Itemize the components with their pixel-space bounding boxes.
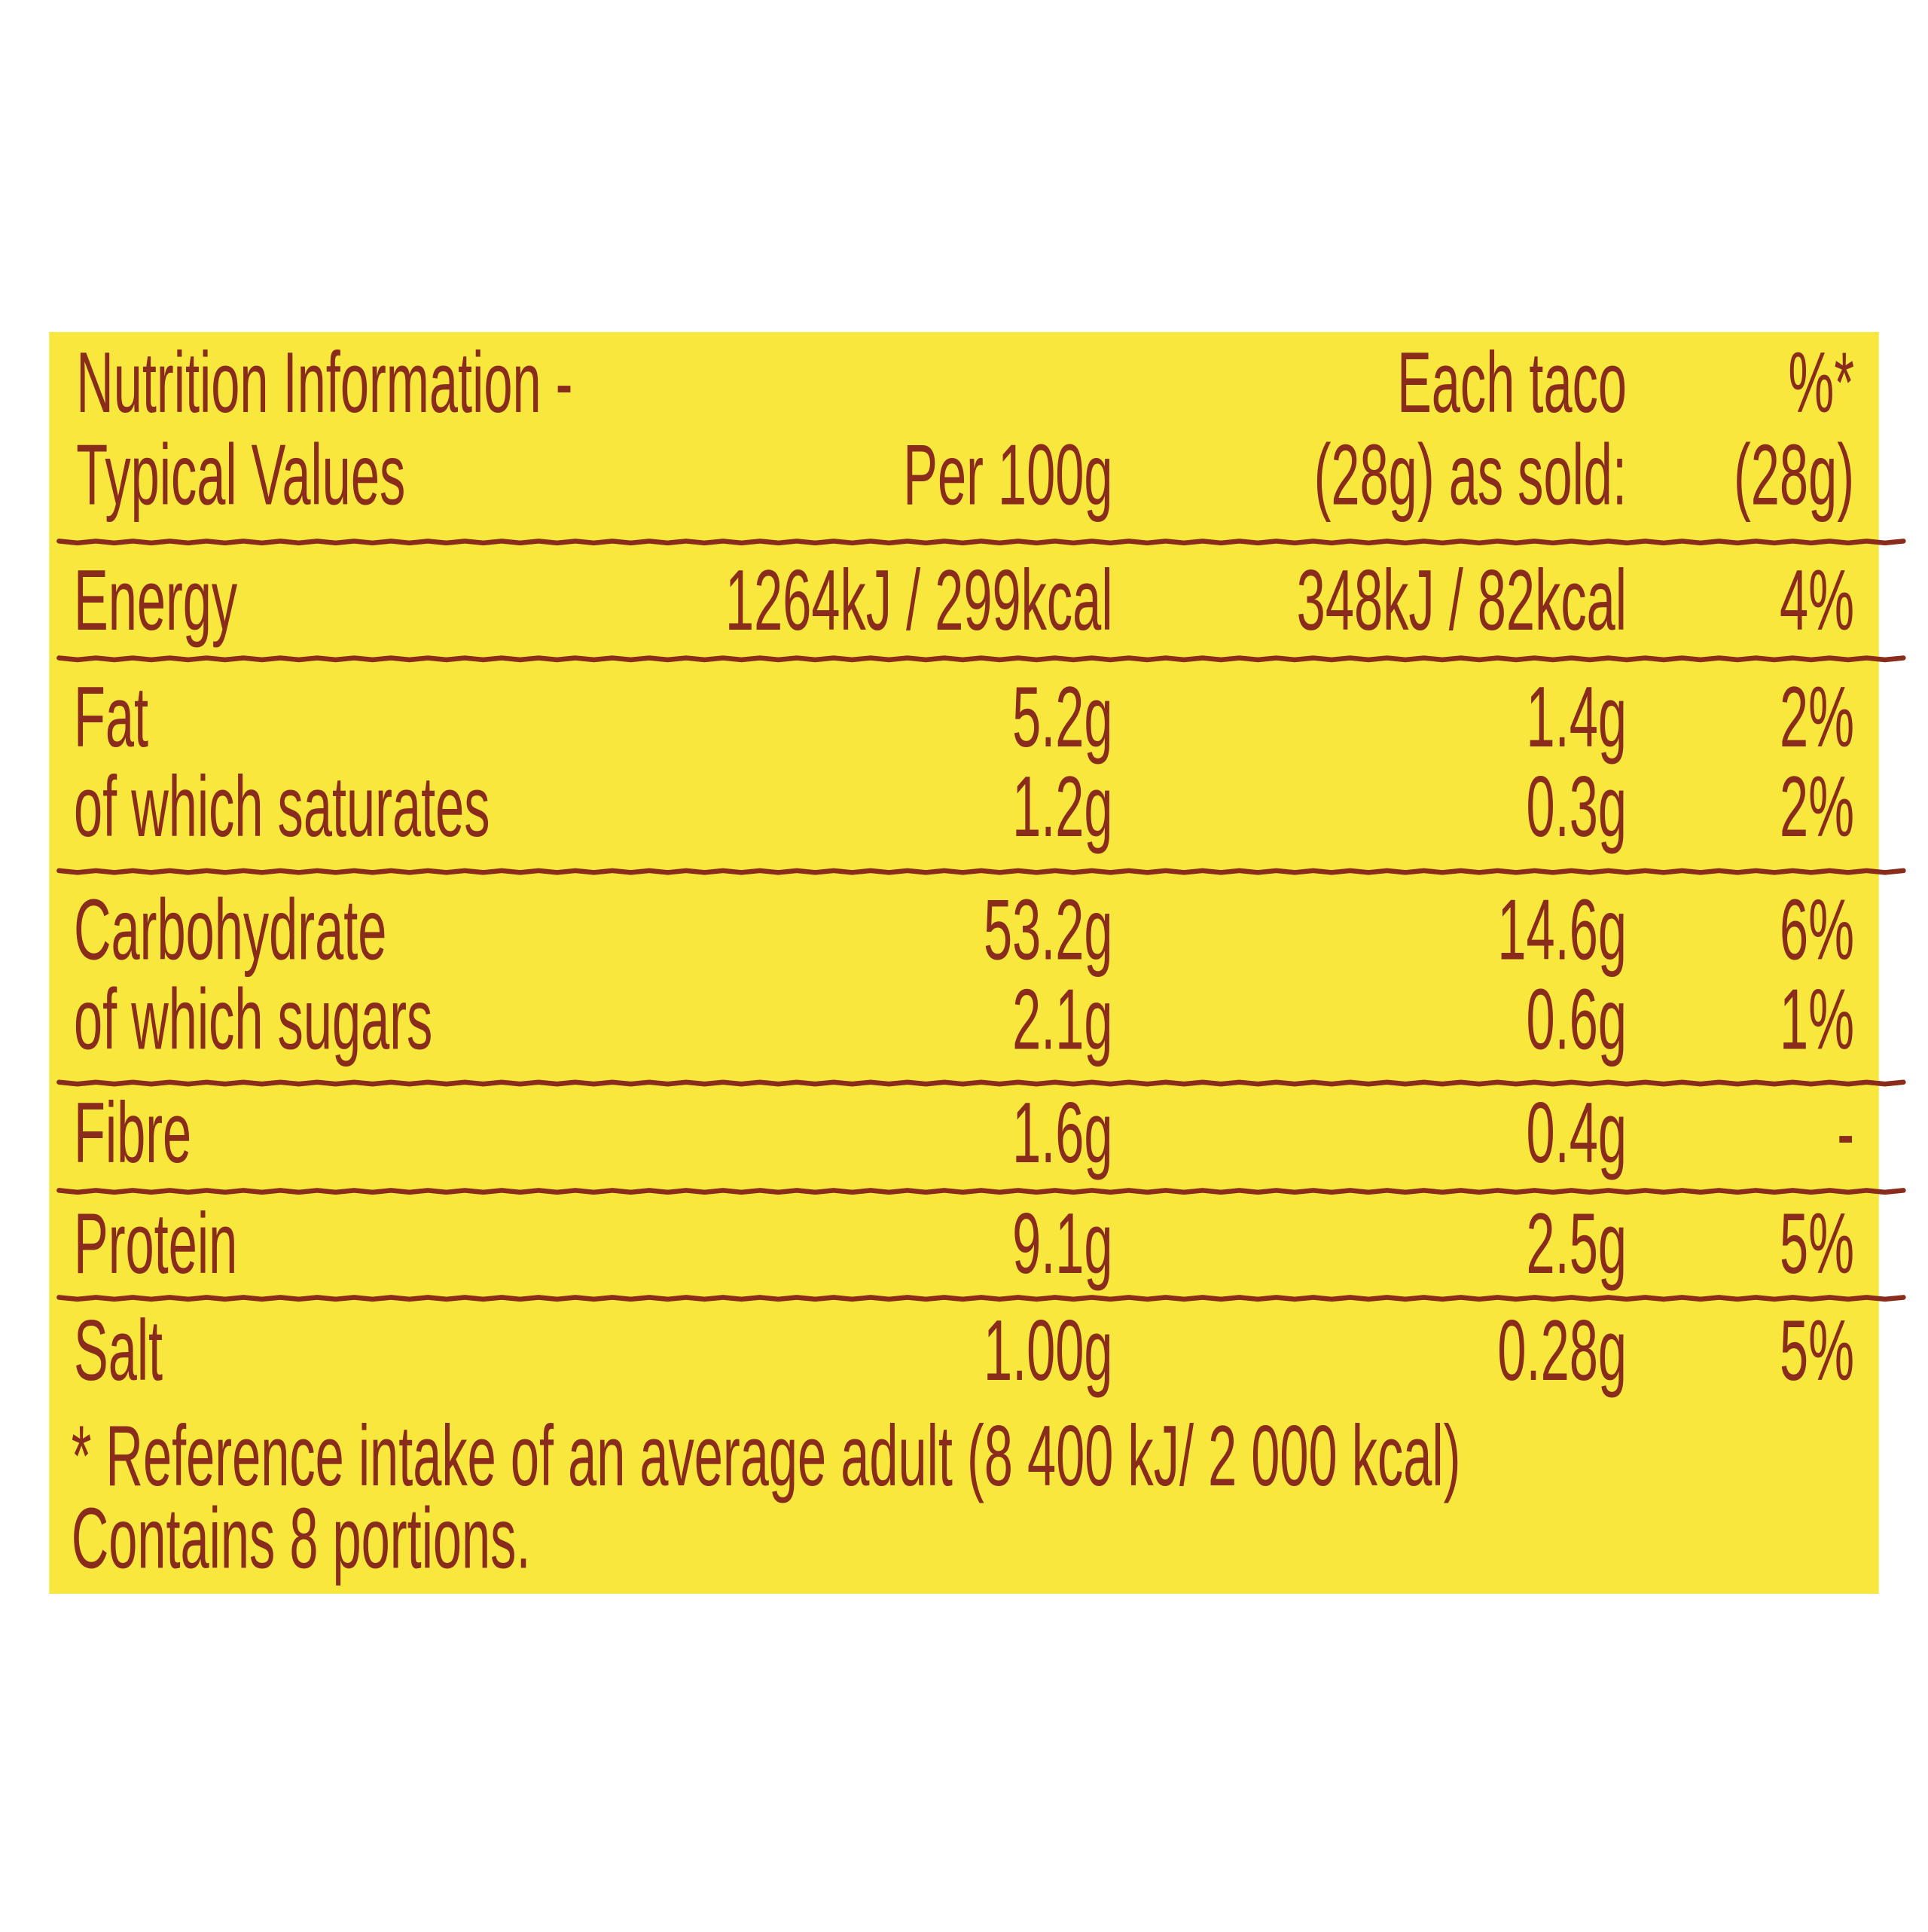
nutrient-name: Carbohydrate <box>74 881 386 977</box>
column-header: (28g) <box>1734 426 1854 522</box>
reference-intake: 2% <box>1780 758 1854 854</box>
nutrient-name: of which saturates <box>74 758 490 854</box>
per-100g-value: 5.2g <box>1012 669 1112 765</box>
per-100g-value: 2.1g <box>1012 972 1112 1067</box>
row-separator <box>56 1188 1906 1195</box>
nutrient-name: Fibre <box>74 1085 191 1180</box>
header-title: Typical Values <box>76 426 405 522</box>
per-100g-value: 1264kJ / 299kcal <box>725 552 1113 648</box>
nutrient-name: of which sugars <box>74 972 432 1067</box>
footnote: * Reference intake of an average adult (… <box>72 1408 1461 1503</box>
per-taco-value: 1.4g <box>1527 669 1627 765</box>
per-taco-value: 0.6g <box>1527 972 1627 1067</box>
per-100g-value: 53.2g <box>984 881 1113 977</box>
reference-intake: 1% <box>1780 972 1854 1067</box>
per-100g-value: 1.2g <box>1012 758 1112 854</box>
header-title: Nutrition Information - <box>76 334 572 430</box>
reference-intake: 2% <box>1780 669 1854 765</box>
reference-intake: - <box>1837 1085 1854 1180</box>
nutrient-name: Salt <box>74 1302 163 1398</box>
per-100g-value: 9.1g <box>1012 1195 1112 1291</box>
per-100g-value: 1.00g <box>984 1302 1113 1398</box>
nutrient-name: Protein <box>74 1195 237 1291</box>
column-header: %* <box>1788 334 1854 430</box>
reference-intake: 5% <box>1780 1195 1854 1291</box>
nutrient-name: Energy <box>74 552 237 648</box>
row-separator <box>56 1295 1906 1302</box>
column-header: (28g) as sold: <box>1314 426 1627 522</box>
per-100g-value: 1.6g <box>1012 1085 1112 1180</box>
per-taco-value: 14.6g <box>1497 881 1627 977</box>
per-taco-value: 348kJ / 82kcal <box>1297 552 1627 648</box>
column-header: Per 100g <box>903 426 1112 522</box>
per-taco-value: 0.3g <box>1527 758 1627 854</box>
per-taco-value: 0.4g <box>1527 1085 1627 1180</box>
reference-intake: 4% <box>1780 552 1854 648</box>
column-header: Each taco <box>1397 334 1627 430</box>
per-taco-value: 0.28g <box>1497 1302 1627 1398</box>
nutrition-table: Nutrition Information -Typical Values Per… <box>56 334 1906 1586</box>
nutrient-name: Fat <box>74 669 148 765</box>
reference-intake: 5% <box>1780 1302 1854 1398</box>
row-separator <box>56 655 1906 663</box>
per-taco-value: 2.5g <box>1527 1195 1627 1291</box>
row-separator <box>56 539 1906 546</box>
row-separator <box>56 868 1906 875</box>
footnote: Contains 8 portions. <box>72 1491 531 1586</box>
row-separator <box>56 1079 1906 1087</box>
reference-intake: 6% <box>1780 881 1854 977</box>
